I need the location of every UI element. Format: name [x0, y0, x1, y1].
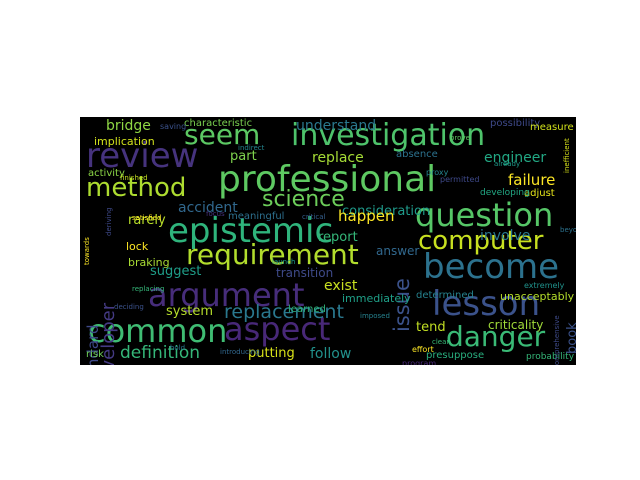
word-bridge: bridge	[106, 118, 151, 134]
word-replacement: replacement	[224, 301, 344, 323]
word-accident: accident	[178, 200, 238, 216]
word-question: question	[415, 196, 554, 234]
word-braking: braking	[128, 256, 170, 269]
word-aspect: aspect	[224, 310, 331, 348]
word-prove: prove	[450, 134, 470, 142]
word-suggest: suggest	[150, 264, 202, 279]
word-replace: replace	[312, 150, 364, 166]
word-book: book	[565, 322, 576, 355]
word-finished: finished	[120, 174, 148, 182]
word-indirect: indirect	[238, 144, 265, 152]
word-extremely: extremely	[524, 281, 565, 290]
word-cloud: review seem investigation professional metho…	[80, 117, 576, 365]
word-clear: clear	[432, 338, 450, 346]
word-meaningful: meaningful	[228, 211, 285, 222]
word-definition: definition	[120, 343, 201, 363]
word-investigation: investigation	[291, 118, 486, 153]
word-imposed: imposed	[360, 312, 390, 320]
word-become: become	[423, 247, 560, 287]
word-putting: putting	[248, 346, 295, 361]
word-consideration: consideration	[342, 204, 431, 219]
word-satisfied: satisfied	[132, 214, 162, 222]
word-method: method	[86, 173, 187, 203]
word-launch: launch	[272, 258, 296, 266]
word-developing: developing	[480, 188, 530, 198]
word-permitted: permitted	[440, 175, 480, 184]
word-epistemic: epistemic	[168, 211, 334, 251]
word-hold: hold	[170, 344, 186, 352]
word-replacing: replacing	[132, 285, 165, 293]
word-rarely: rarely	[128, 213, 166, 228]
word-characteristic: characteristic	[184, 118, 253, 129]
word-requirement: requirement	[186, 238, 359, 271]
word-seem: seem	[184, 118, 261, 151]
word-determined: determined	[416, 290, 474, 301]
word-deciding: deciding	[114, 303, 144, 311]
word-review: review	[86, 136, 199, 176]
word-report: report	[318, 230, 358, 245]
word-learned: learned	[288, 304, 326, 315]
word-computer: computer	[418, 226, 544, 256]
word-risk: risk	[86, 349, 104, 360]
word-lock: lock	[126, 240, 149, 253]
word-proxy: proxy	[426, 168, 449, 177]
word-lesson: lesson	[432, 284, 541, 324]
word-already: already	[494, 160, 521, 168]
word-introducing: introducing	[220, 348, 260, 356]
word-understand: understand	[296, 118, 377, 134]
word-possibility: possibility	[490, 118, 541, 129]
word-effort: effort	[412, 345, 434, 354]
word-argument: argument	[148, 276, 305, 314]
word-measure: measure	[530, 122, 574, 133]
word-beyond: beyond	[560, 226, 576, 234]
word-engineer: engineer	[484, 150, 547, 166]
word-program: program	[402, 359, 437, 366]
word-failure: failure	[508, 171, 556, 189]
word-immediately: immediately	[342, 292, 411, 305]
word-common: common	[88, 312, 228, 350]
word-towards: towards	[83, 237, 91, 266]
word-implication: implication	[94, 135, 155, 148]
word-professional: professional	[218, 159, 437, 200]
word-answer: answer	[376, 244, 420, 258]
word-exist: exist	[324, 278, 358, 294]
word-probability: probability	[526, 352, 575, 362]
word-follow: follow	[310, 346, 352, 362]
word-issue: issue	[390, 278, 414, 333]
word-transition: transition	[276, 266, 334, 280]
word-involve: involve	[480, 228, 531, 244]
word-activity: activity	[88, 168, 125, 179]
word-presuppose: presuppose	[426, 350, 485, 361]
word-tend: tend	[416, 320, 446, 335]
word-absence: absence	[396, 149, 438, 160]
word-critical: critical	[302, 213, 326, 221]
word-system: system	[166, 304, 213, 319]
word-unacceptably: unacceptably	[500, 290, 575, 303]
word-criticality: criticality	[488, 318, 544, 332]
word-deriving: deriving	[105, 207, 113, 236]
word-inefficient: inefficient	[563, 137, 571, 173]
word-science: science	[262, 187, 345, 212]
word-saving: saving	[160, 122, 187, 131]
word-focus: focus	[206, 210, 225, 218]
word-danger: danger	[446, 320, 546, 353]
word-adjust: adjust	[524, 188, 555, 199]
word-part: part	[230, 149, 257, 164]
word-comprehensive: comprehensive	[553, 315, 561, 365]
word-happen: happen	[338, 207, 395, 225]
